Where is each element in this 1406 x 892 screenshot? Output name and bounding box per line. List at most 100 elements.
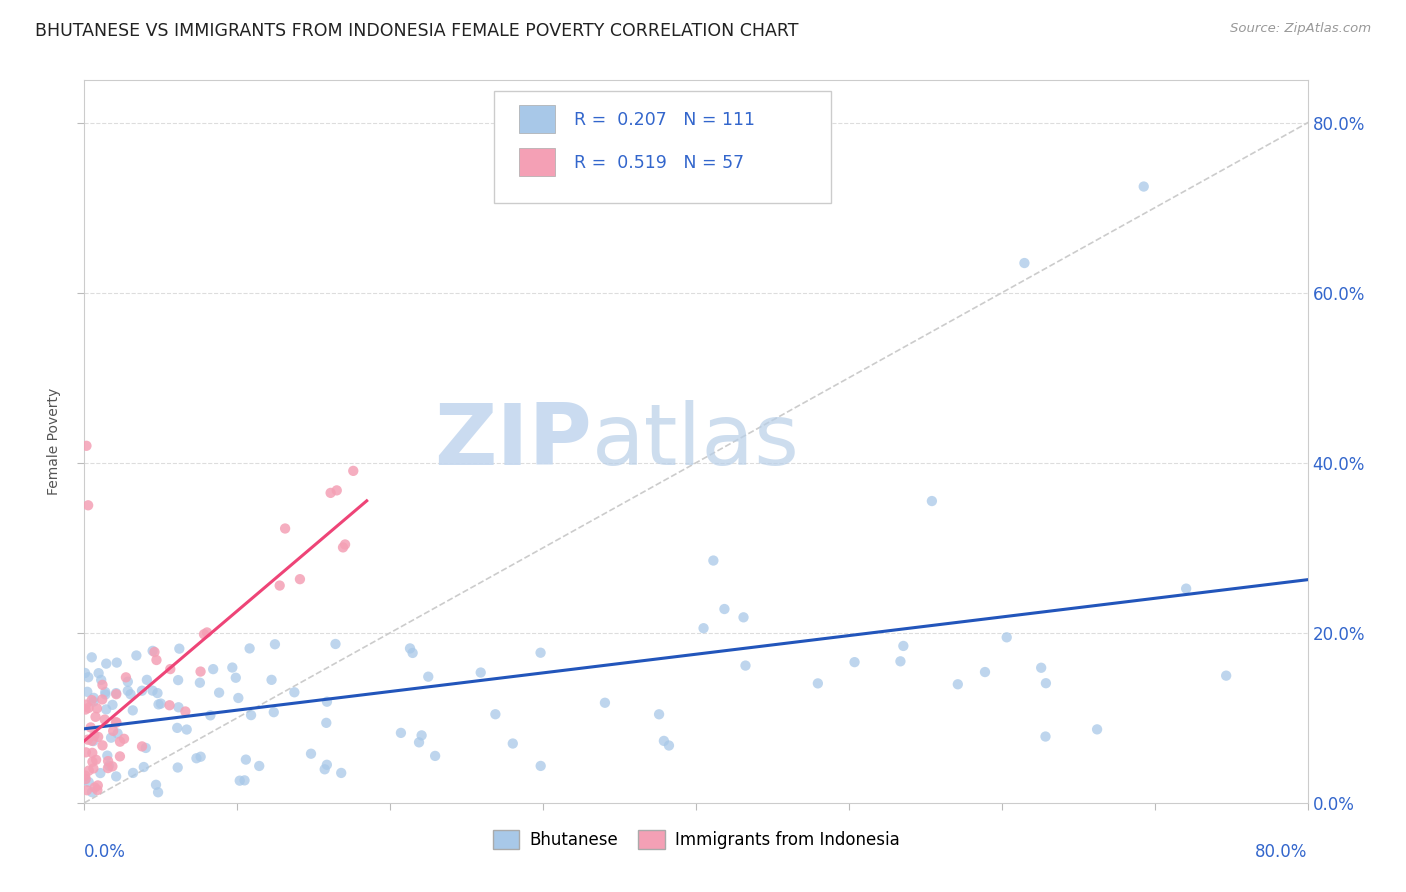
Point [86,783,108,797]
Point [94,688,117,702]
Point [105,687,128,701]
Point [1035,730,1057,744]
Point [240,708,263,723]
Point [83,780,105,795]
Point [82,746,104,760]
Point [1132,179,1154,194]
Text: 0.0%: 0.0% [84,843,127,861]
Point [529,646,551,660]
Text: atlas: atlas [592,400,800,483]
Point [76,732,98,747]
Point [314,762,336,776]
Point [82,734,104,748]
Point [1014,256,1036,270]
Text: Source: ZipAtlas.com: Source: ZipAtlas.com [1230,22,1371,36]
Point [132,760,155,774]
Point [108,749,131,764]
Point [190,749,212,764]
Point [77,764,100,778]
Point [330,766,353,780]
Point [101,698,124,712]
Point [319,486,342,500]
Point [135,673,157,687]
Point [260,673,283,687]
Point [807,676,830,690]
Point [101,723,124,738]
Text: 80.0%: 80.0% [1256,843,1308,861]
Point [1035,676,1057,690]
Point [96,702,118,716]
Point [332,541,354,555]
Point [221,660,243,674]
Point [91,678,114,692]
Point [146,686,169,700]
Point [263,705,285,719]
Point [145,653,167,667]
Point [77,775,100,789]
Point [142,644,165,658]
Legend: Bhutanese, Immigrants from Indonesia: Bhutanese, Immigrants from Indonesia [486,823,905,856]
Point [530,759,553,773]
Point [283,685,305,699]
Point [269,578,291,592]
Point [91,739,114,753]
Point [105,656,128,670]
Point [73,772,96,787]
Point [389,726,412,740]
Point [652,734,675,748]
Point [921,494,943,508]
Point [274,521,297,535]
Point [97,761,120,775]
Point [75,698,97,712]
FancyBboxPatch shape [494,91,831,203]
Point [94,685,117,699]
Point [149,697,172,711]
Point [326,483,349,498]
Point [734,658,756,673]
Point [299,747,322,761]
Point [399,641,422,656]
Point [342,464,364,478]
Point [87,779,110,793]
Point [87,730,110,744]
Text: R =  0.519   N = 57: R = 0.519 N = 57 [574,154,744,172]
Point [90,673,112,687]
Point [87,666,110,681]
Point [75,439,97,453]
Text: R =  0.207   N = 111: R = 0.207 N = 111 [574,111,755,129]
Point [148,698,170,712]
Point [97,754,120,768]
Point [169,641,191,656]
Y-axis label: Female Poverty: Female Poverty [48,388,62,495]
Point [316,695,339,709]
Point [159,698,181,713]
Text: BHUTANESE VS IMMIGRANTS FROM INDONESIA FEMALE POVERTY CORRELATION CHART: BHUTANESE VS IMMIGRANTS FROM INDONESIA F… [35,22,799,40]
Point [946,677,969,691]
Point [82,762,104,776]
Point [658,739,681,753]
Point [107,726,129,740]
Point [176,723,198,737]
Point [702,553,724,567]
Point [96,748,118,763]
Point [408,735,430,749]
Point [77,670,100,684]
Point [692,621,714,635]
Point [188,675,211,690]
Point [75,702,97,716]
Point [76,783,98,797]
Point [1175,582,1198,596]
Point [105,769,128,783]
Point [105,715,128,730]
Point [891,639,914,653]
Point [193,627,215,641]
Point [84,753,107,767]
Point [96,657,118,671]
Point [167,673,190,687]
Point [146,785,169,799]
Point [104,715,127,730]
Point [83,695,105,709]
Point [141,683,163,698]
Point [82,755,104,769]
Point [121,703,143,717]
